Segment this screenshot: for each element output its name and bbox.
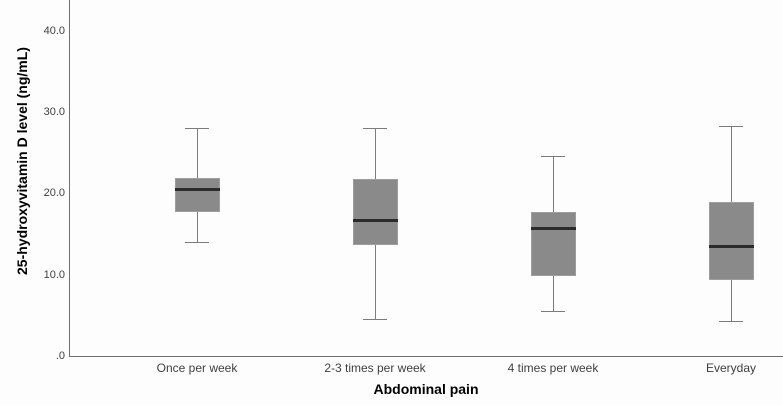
whisker-cap-top — [185, 128, 209, 130]
y-tick-label: 30.0 — [43, 106, 65, 119]
whisker-cap-top — [719, 125, 743, 127]
y-tick-label: 10.0 — [43, 268, 65, 281]
iqr-box — [708, 201, 754, 280]
median-line — [352, 219, 398, 223]
x-axis-title: Abdominal pain — [373, 381, 479, 397]
y-tick-label: 20.0 — [43, 187, 65, 200]
category-label: Everyday — [705, 361, 757, 375]
whisker-cap-bottom — [363, 319, 387, 321]
iqr-box — [352, 178, 398, 246]
iqr-box — [174, 178, 220, 213]
whisker-lower-stem — [553, 275, 554, 312]
category-label: 4 times per week — [507, 361, 599, 375]
whisker-cap-bottom — [719, 321, 743, 323]
whisker-cap-top — [541, 156, 565, 158]
whisker-cap-bottom — [185, 242, 209, 244]
whisker-lower-stem — [731, 279, 732, 322]
y-tick-label: .0 — [55, 350, 65, 362]
whisker-upper-stem — [197, 128, 198, 178]
whisker-upper-stem — [375, 128, 376, 179]
median-line — [174, 187, 220, 191]
category-label: Once per week — [156, 361, 238, 375]
x-axis-line — [69, 356, 783, 357]
whisker-cap-bottom — [541, 311, 565, 313]
iqr-box — [530, 212, 576, 276]
median-line — [530, 226, 576, 230]
y-axis-line — [69, 0, 70, 357]
whisker-upper-stem — [553, 156, 554, 213]
whisker-lower-stem — [197, 212, 198, 243]
median-line — [708, 245, 754, 249]
whisker-cap-top — [363, 128, 387, 130]
whisker-lower-stem — [375, 245, 376, 320]
y-tick-label: 40.0 — [43, 24, 65, 37]
category-label: 2-3 times per week — [324, 361, 426, 375]
whisker-upper-stem — [731, 125, 732, 202]
